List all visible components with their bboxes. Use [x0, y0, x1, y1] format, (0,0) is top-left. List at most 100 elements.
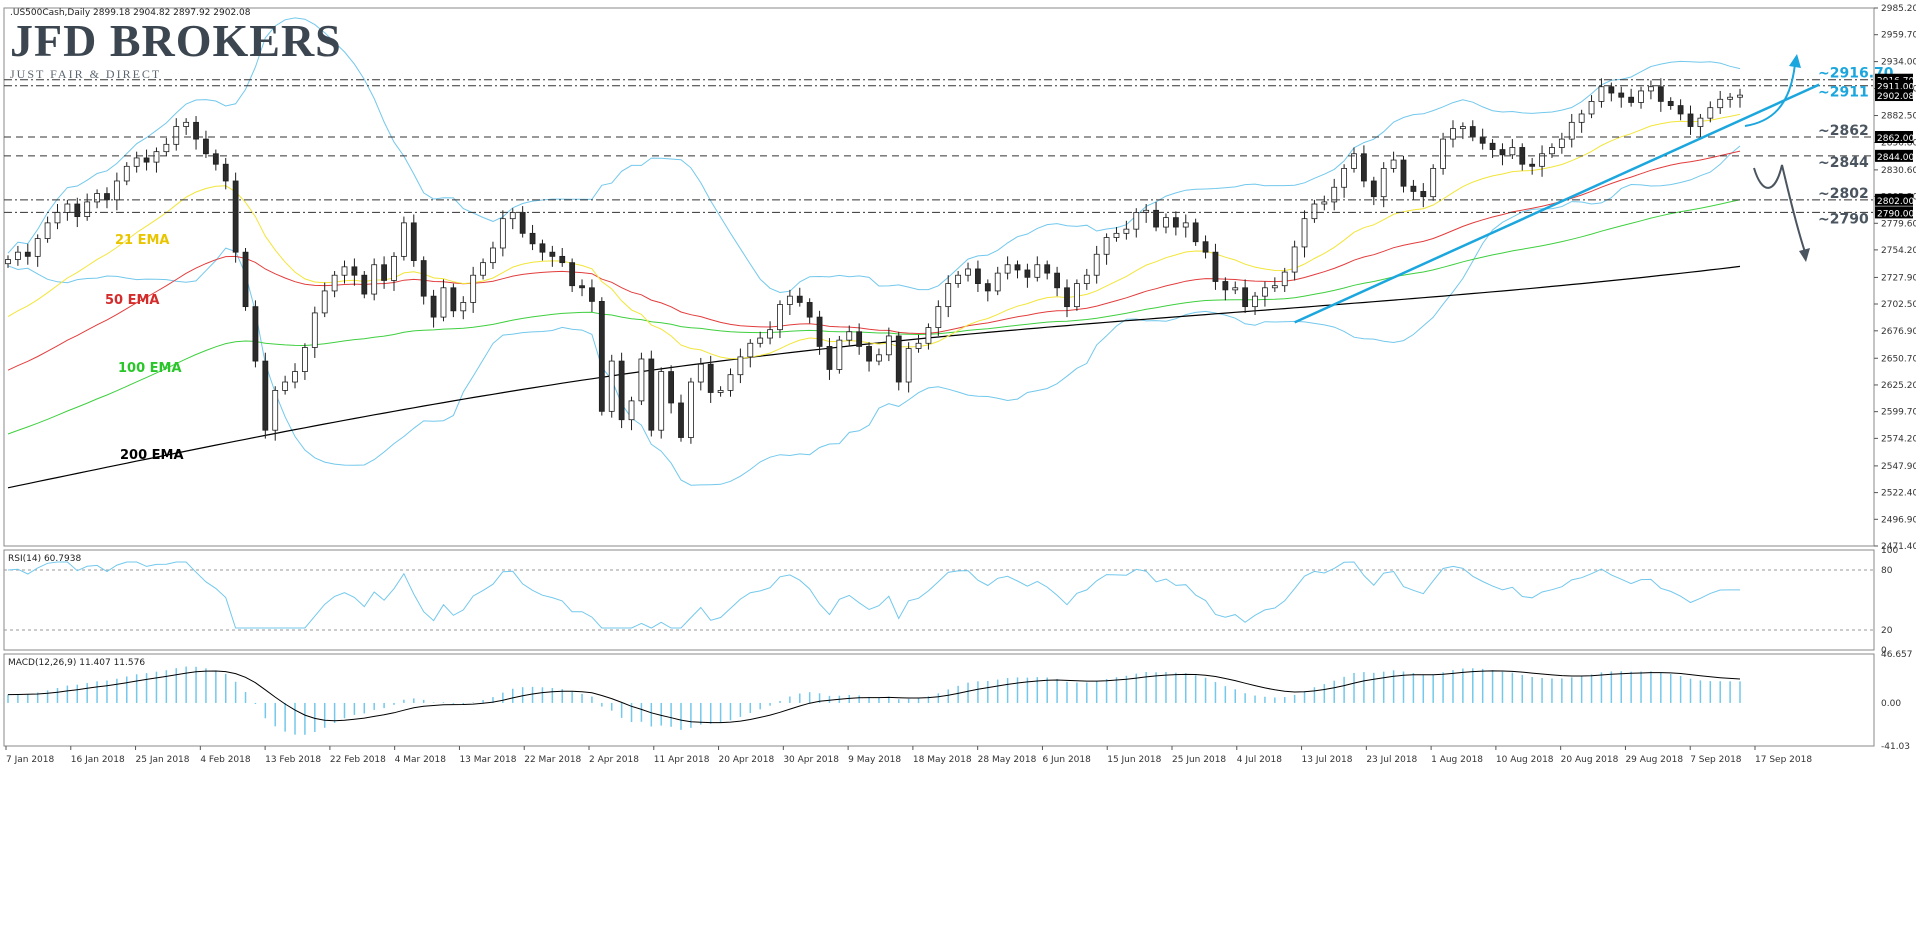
- candle: [1172, 217, 1179, 228]
- x-tick-label: 13 Jul 2018: [1302, 755, 1353, 765]
- candle: [232, 180, 239, 253]
- y-tick-label: 2574.20: [1881, 434, 1916, 444]
- x-tick-label: 20 Apr 2018: [719, 755, 775, 765]
- candle: [1291, 246, 1298, 273]
- candle: [856, 331, 863, 347]
- level-label: ~2844: [1818, 155, 1869, 171]
- candle: [955, 274, 962, 284]
- candle: [1192, 222, 1199, 243]
- candle: [1687, 113, 1694, 127]
- candle: [420, 260, 427, 297]
- candle: [1153, 209, 1159, 228]
- header-symbol: .US500Cash,Daily 2899.18 2904.82 2897.92…: [10, 8, 251, 18]
- macd-signal-line: [7, 670, 1741, 724]
- rsi-label: RSI(14) 60.7938: [8, 554, 81, 564]
- candle: [806, 302, 813, 318]
- candle: [1558, 138, 1565, 148]
- x-tick-label: 20 Aug 2018: [1561, 755, 1619, 765]
- y-tick-label: 2959.70: [1881, 31, 1916, 41]
- candle: [1450, 128, 1456, 140]
- candle: [470, 274, 477, 303]
- candle: [905, 348, 912, 383]
- level-label: ~2911: [1818, 85, 1869, 101]
- candle: [14, 251, 21, 260]
- candle: [866, 346, 872, 362]
- trendline: [1294, 83, 1820, 324]
- tag-2790-bg: [1875, 206, 1913, 219]
- macd-pane-frame: [3, 653, 1875, 747]
- candle: [1281, 271, 1288, 287]
- tag-2911: 2911.00: [1877, 83, 1914, 93]
- candle: [836, 339, 843, 370]
- candle: [123, 165, 130, 182]
- candle: [1628, 96, 1635, 103]
- candle: [1341, 168, 1348, 188]
- candle: [678, 402, 684, 438]
- candle: [1440, 138, 1446, 169]
- x-tick-label: 22 Feb 2018: [330, 755, 386, 765]
- candle: [153, 151, 160, 163]
- tag-2802: 2802.00: [1877, 197, 1914, 207]
- candle: [1608, 86, 1615, 94]
- candle: [668, 371, 675, 404]
- series-label-21-ema: 21 EMA: [115, 233, 170, 248]
- candle: [1083, 274, 1090, 284]
- bear-scenario-arrow: [1753, 164, 1806, 253]
- candle: [143, 157, 150, 163]
- brand-tagline: JUST FAIR & DIRECT: [10, 67, 162, 81]
- x-tick-label: 18 May 2018: [913, 755, 972, 765]
- candle: [1212, 251, 1219, 282]
- x-tick-label: 7 Jan 2018: [6, 755, 54, 765]
- candle: [569, 262, 576, 287]
- candle: [658, 371, 665, 431]
- candle: [1390, 159, 1397, 169]
- candle: [1123, 228, 1130, 234]
- candle: [579, 285, 585, 289]
- candle: [302, 347, 308, 372]
- candle: [5, 259, 11, 265]
- candle: [410, 222, 417, 261]
- candle: [529, 232, 536, 245]
- candle: [1400, 159, 1407, 187]
- candle: [1529, 163, 1536, 167]
- x-tick-label: 28 May 2018: [978, 755, 1037, 765]
- candle: [1677, 105, 1684, 115]
- candle: [1093, 253, 1100, 276]
- candle: [935, 306, 942, 328]
- series-label-200-ema: 200 EMA: [120, 448, 184, 463]
- y-tick-label: 2547.90: [1881, 462, 1916, 472]
- candle: [430, 295, 437, 318]
- x-tick-label: 15 Jun 2018: [1107, 755, 1161, 765]
- level-label: ~2802: [1818, 186, 1869, 202]
- candle: [74, 203, 81, 217]
- rsi-line: [7, 561, 1740, 629]
- y-tick-label: 2471.40: [1881, 542, 1916, 552]
- x-tick-label: 7 Sep 2018: [1690, 755, 1742, 765]
- candle: [1489, 142, 1496, 150]
- candle: [1707, 107, 1714, 119]
- candle: [193, 121, 199, 140]
- candle: [282, 381, 289, 391]
- y-tick-label: 2676.90: [1881, 327, 1916, 337]
- candle: [1271, 285, 1278, 289]
- x-tick-label: 13 Feb 2018: [265, 755, 321, 765]
- candle: [1598, 86, 1605, 102]
- x-tick-label: 16 Jan 2018: [71, 755, 125, 765]
- level-label: ~2862: [1818, 123, 1869, 139]
- candle: [252, 306, 259, 362]
- ema100-line: [7, 199, 1741, 435]
- candle: [183, 121, 190, 127]
- candle: [1103, 237, 1110, 255]
- y-tick-label: 2779.60: [1881, 219, 1916, 229]
- candle: [786, 295, 793, 305]
- tag-2844: 2844.00: [1877, 153, 1914, 163]
- candle: [737, 356, 744, 376]
- candle: [1549, 147, 1555, 155]
- candle: [311, 312, 318, 348]
- current-price-tag: 2902.08: [1877, 92, 1914, 102]
- y-tick-label: 2599.70: [1881, 408, 1916, 418]
- y-tick-label: 2830.60: [1881, 166, 1916, 176]
- candle: [1301, 218, 1308, 248]
- candle: [717, 390, 724, 393]
